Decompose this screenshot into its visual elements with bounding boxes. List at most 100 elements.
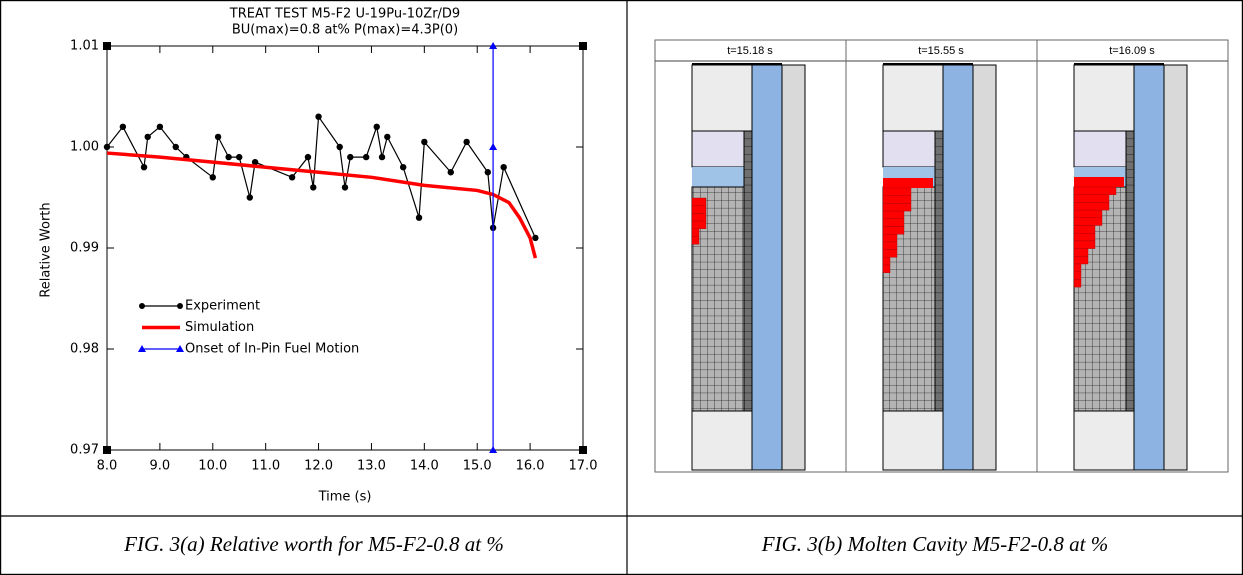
point [489,143,498,150]
molten-cells [882,187,912,196]
point [236,153,243,161]
molten-cells [882,264,891,273]
point [489,42,498,49]
panel-label: t=15.18 s [727,45,773,57]
chart-title: TREAT TEST M5-F2 U-19Pu-10Zr/D9 [229,7,460,22]
plot-frame [106,45,584,451]
point [304,153,312,161]
molten-cells [1073,240,1096,249]
point [209,174,216,181]
x-tick-label: 17.0 [569,459,598,474]
point [447,169,454,176]
molten-band [883,178,933,188]
molten-cells [691,236,700,245]
cavity-frame [654,39,1229,473]
molten-cells [691,197,707,206]
panel-label: t=15.55 s [918,45,964,57]
point [246,194,253,201]
molten-cells [1073,232,1096,242]
molten-band [1074,177,1124,187]
wall [1163,64,1188,471]
x-tick-label: 10.0 [198,459,227,474]
x-tick-label: 13.0 [357,459,386,474]
point [336,143,343,151]
molten-cells [1073,202,1110,211]
lower-plug [691,410,753,471]
molten-cells [1073,225,1096,234]
molten-cells [1073,217,1103,226]
point [144,133,151,141]
molten-cells [882,226,905,235]
y-tick-label: 1.00 [70,140,99,155]
molten-cells [691,205,707,214]
sodium-region [692,167,744,187]
x-tick-label: 15.0 [463,459,492,474]
y-tick-label: 0.97 [70,443,99,458]
molten-cells [882,210,905,220]
molten-cells [1073,186,1117,195]
legend-marker [176,345,184,352]
lower-plug [1073,410,1135,471]
point [500,164,507,171]
x-tick-label: 9.0 [150,459,171,474]
molten-cells [1073,271,1082,280]
point [225,153,232,161]
caption: FIG. 3(a) Relative worth for M5-F2-0.8 a… [123,532,504,556]
legend-label: Onset of In-Pin Fuel Motion [185,342,359,357]
molten-cells [691,220,707,230]
molten-cells [1073,248,1089,257]
gas-region [1073,130,1127,168]
molten-cells [691,213,707,222]
molten-cells [882,241,898,250]
legend-marker [138,345,146,352]
molten-cells [1073,256,1089,265]
x-axis-label: Time (s) [318,490,372,505]
x-tick-label: 16.0 [516,459,545,474]
series-line [106,151,538,259]
coolant [942,64,974,471]
molten-cells [1073,194,1110,203]
upper-plug [1073,64,1135,132]
x-tick-label: 11.0 [251,459,280,474]
point [373,123,380,130]
cladding-grid [1125,130,1135,412]
point [119,123,127,130]
point [484,169,491,176]
point [214,133,222,141]
molten-cells [1073,263,1082,272]
point [140,164,148,171]
molten-cells [882,257,891,266]
cladding-grid [743,130,753,412]
caption: FIG. 3(b) Molten Cavity M5-F2-0.8 at % [761,532,1108,556]
molten-cells [1073,279,1082,288]
point [463,138,470,146]
point [415,214,423,221]
point [103,143,111,151]
point [288,174,296,181]
point [362,153,370,161]
lower-plug [882,410,944,471]
cladding-grid [934,130,944,412]
chart-subtitle: BU(max)=0.8 at% P(max)=4.3P(0) [232,23,458,38]
y-tick-label: 0.99 [70,241,99,256]
y-axis-label: Relative Worth [39,202,54,297]
point [315,113,322,120]
panel-label: t=16.09 s [1109,45,1155,57]
molten-cells [691,228,700,237]
molten-cells [882,203,912,212]
wall [972,64,997,471]
point [310,184,317,191]
molten-cells [882,195,912,204]
gas-region [691,130,745,168]
point [489,446,498,453]
x-tick-label: 14.0 [410,459,439,474]
y-tick-label: 1.01 [70,39,99,54]
legend-marker [139,303,145,309]
point [251,158,259,166]
molten-cells [882,218,905,227]
point [172,143,179,151]
point [384,133,391,141]
wall [781,64,806,471]
